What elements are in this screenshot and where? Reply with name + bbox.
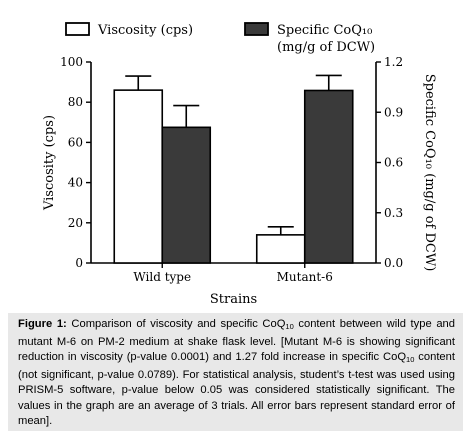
legend-label-coq10: Specific CoQ₁₀ — [277, 23, 372, 38]
bar — [303, 89, 354, 264]
right-tick-label: 0.9 — [384, 105, 403, 119]
caption-text-1: Comparison of viscosity and specific CoQ — [66, 318, 286, 330]
bar — [161, 126, 212, 264]
caption-sub-1: 10 — [285, 322, 294, 331]
legend-label-viscosity: Viscosity (cps) — [97, 23, 193, 38]
bar — [255, 234, 306, 264]
left-tick-label: 40 — [68, 176, 83, 190]
left-tick-label: 20 — [68, 216, 83, 230]
right-tick-label: 0.6 — [384, 156, 403, 170]
left-tick-label: 80 — [68, 95, 83, 109]
left-tick-label: 0 — [75, 256, 83, 270]
legend-label-coq10-units: (mg/g of DCW) — [277, 40, 375, 55]
caption-text-3: content (not significant, p-value 0.0789… — [18, 351, 455, 427]
left-tick-label: 60 — [68, 135, 83, 149]
legend-swatch-viscosity — [65, 22, 90, 36]
caption-label: Figure 1: — [18, 318, 67, 330]
y-axis-label-right: Specific CoQ₁₀ (mg/g of DCW) — [422, 74, 437, 272]
bar-chart: 0 20 40 60 80 100 0.0 0.3 0.6 0.9 1.2 Wild type Muta… — [42, 22, 437, 307]
x-tick-label: Mutant-6 — [277, 270, 333, 284]
x-tick-label: Wild type — [133, 270, 191, 284]
y-axis-label-left: Viscosity (cps) — [42, 115, 57, 211]
chart-area: 0 20 40 60 80 100 0.0 0.3 0.6 0.9 1.2 Wild type Muta… — [42, 22, 437, 307]
caption-text-2: content between wild type and mutant M-6… — [18, 318, 455, 363]
legend-swatch-coq10 — [244, 22, 269, 36]
figure-caption: Figure 1: Comparison of viscosity and sp… — [8, 313, 463, 431]
left-tick-label: 100 — [60, 55, 83, 69]
right-tick-label: 0.0 — [384, 256, 403, 270]
caption-sub-2: 10 — [406, 355, 415, 364]
right-tick-label: 0.3 — [384, 206, 403, 220]
x-axis-label: Strains — [210, 292, 257, 307]
bar — [113, 89, 164, 264]
right-tick-label: 1.2 — [384, 55, 403, 69]
